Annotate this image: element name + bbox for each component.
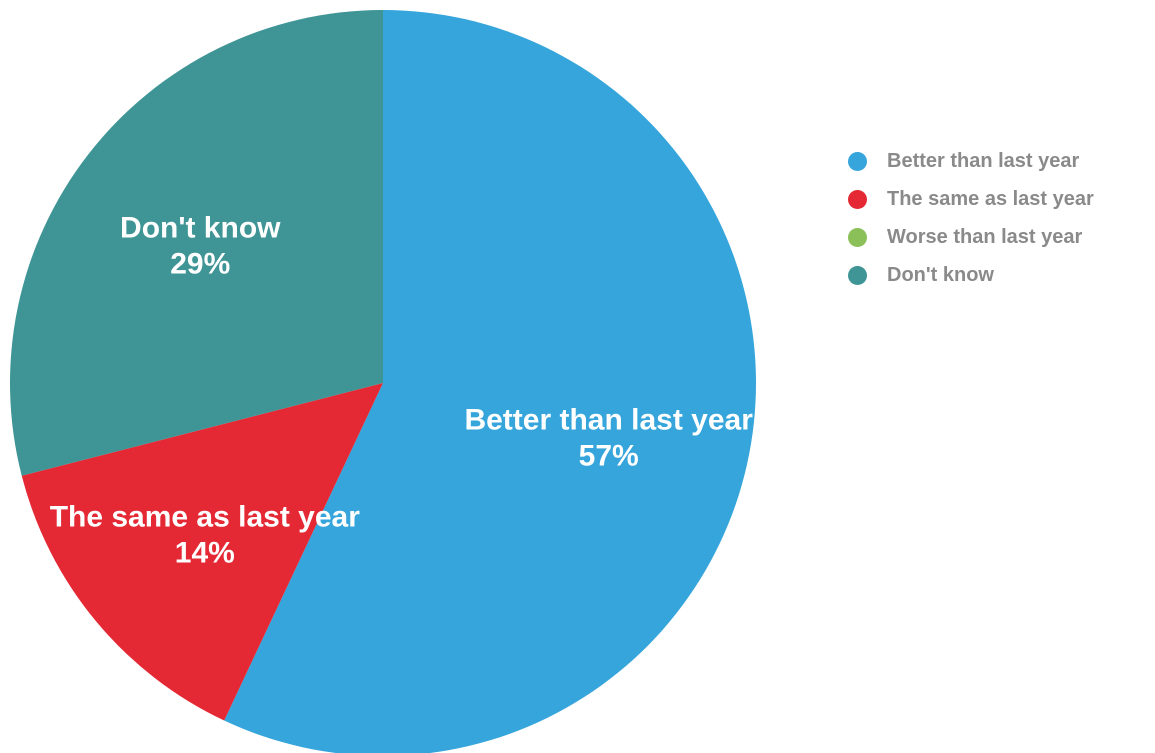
- legend-item-the-same-as-last-year: The same as last year: [848, 180, 1148, 218]
- legend-item-better-than-last-year: Better than last year: [848, 142, 1148, 180]
- legend-swatch-don-t-know: [848, 265, 867, 285]
- slice-value-better-than-last-year: 57%: [579, 439, 639, 472]
- legend-label-better-than-last-year: Better than last year: [887, 149, 1080, 172]
- slice-value-don-t-know: 29%: [170, 247, 230, 280]
- legend-item-don-t-know: Don't know: [848, 256, 1148, 294]
- chart-legend: Better than last year The same as last ye…: [848, 142, 1148, 294]
- legend-swatch-better-than-last-year: [848, 151, 867, 171]
- legend-label-don-t-know: Don't know: [887, 263, 994, 286]
- pie-slice-don-t-know: [9, 10, 383, 476]
- legend-swatch-worse-than-last-year: [848, 227, 867, 247]
- pie-slices: [9, 10, 756, 753]
- slice-label-the-same-as-last-year: The same as last year: [50, 500, 361, 533]
- slice-label-don-t-know: Don't know: [120, 211, 281, 244]
- legend-swatch-the-same-as-last-year: [848, 189, 867, 209]
- pie-slice-better-than-last-year: [224, 10, 756, 753]
- legend-label-the-same-as-last-year: The same as last year: [887, 187, 1094, 210]
- legend-label-worse-than-last-year: Worse than last year: [887, 225, 1083, 248]
- slice-value-the-same-as-last-year: 14%: [175, 536, 235, 569]
- slice-label-better-than-last-year: Better than last year: [464, 403, 753, 436]
- pie-slice-the-same-as-last-year: [21, 383, 384, 721]
- legend-item-worse-than-last-year: Worse than last year: [848, 218, 1148, 256]
